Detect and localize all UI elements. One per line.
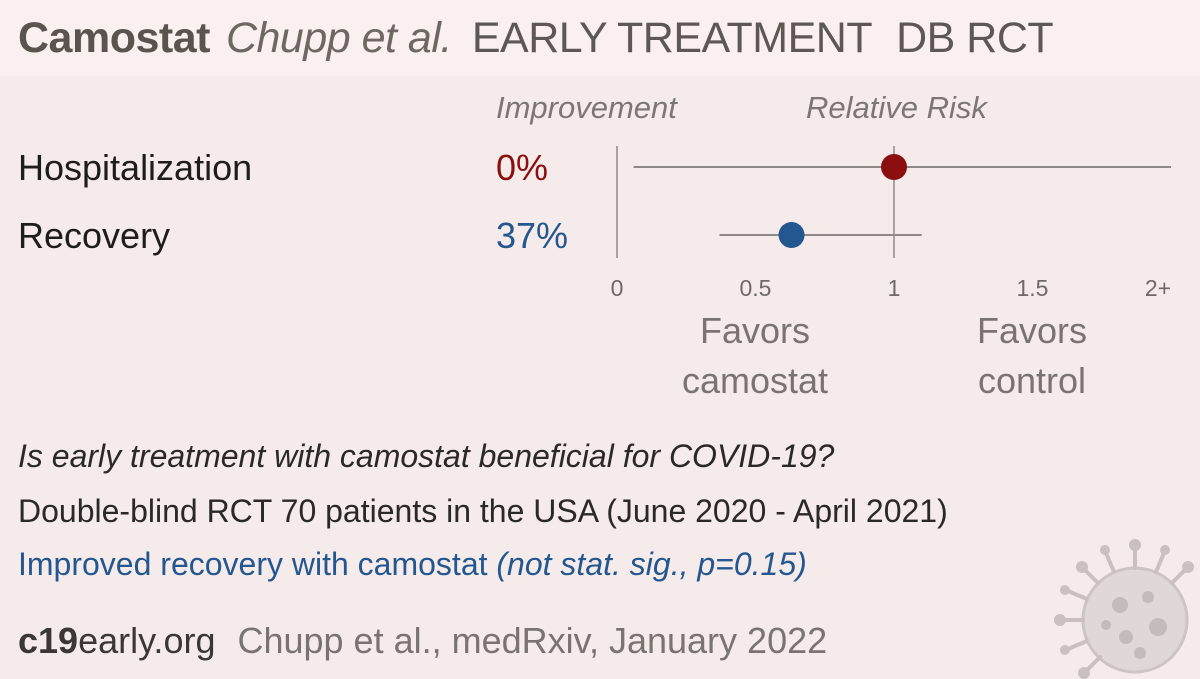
header-bar: Camostat Chupp et al. EARLY TREATMENT DB RC… [0,0,1200,76]
result-note: (not stat. sig., p=0.15) [496,546,807,582]
row-label-recovery: Recovery [18,215,171,256]
point-recovery [778,222,805,248]
title: Camostat Chupp et al. EARLY TREATMENT DB RC… [18,14,1054,63]
favors-control-label: Favors control [976,310,1088,401]
row-label-hospitalization: Hospitalization [18,147,253,188]
favors-treatment-label: Favors camostat [681,310,829,401]
x-tick-label: 2+ [1145,275,1171,301]
title-author: Chupp et al. [225,14,452,62]
result-text: Improved recovery with camostat [18,546,488,582]
title-drug: Camostat [18,14,210,62]
study-description: Double-blind RCT 70 patients in the USA … [18,493,948,529]
brand-bold: c19 [18,620,79,661]
x-tick-label: 0.5 [740,275,772,301]
title-design: DB RCT [896,14,1054,62]
point-hospitalization [881,154,907,180]
study-result: Improved recovery with camostat (not sta… [18,546,807,583]
relative-risk-column-header: Relative Risk [806,90,987,125]
x-tick-label: 0 [611,275,624,301]
improvement-column-header: Improvement [496,90,677,125]
brand-link[interactable]: c19early.org [18,620,215,661]
x-tick-label: 1.5 [1017,275,1049,301]
title-stage: EARLY TREATMENT [471,14,873,62]
x-tick-label: 1 [888,275,901,301]
row-improvement-recovery: 37% [496,215,569,256]
footer: c19early.org Chupp et al., medRxiv, Janua… [18,620,827,662]
brand-rest: early.org [78,620,216,661]
row-improvement-hospitalization: 0% [496,147,549,188]
study-question: Is early treatment with camostat benefic… [18,438,835,474]
virus-icon [1054,539,1194,679]
citation: Chupp et al., medRxiv, January 2022 [237,620,828,661]
